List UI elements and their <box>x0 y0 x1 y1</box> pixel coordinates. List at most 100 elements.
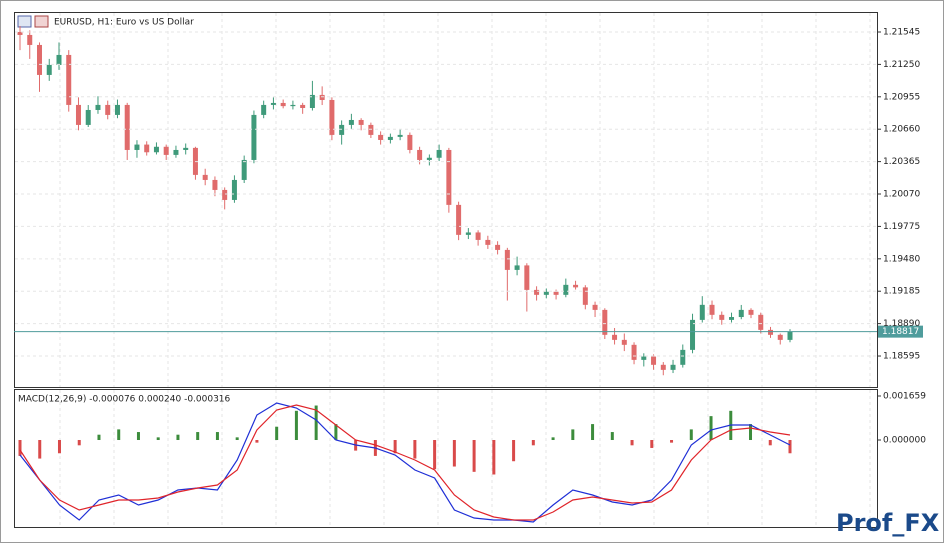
candle-body <box>251 114 257 160</box>
candle-body <box>241 159 247 180</box>
histogram-bar <box>610 432 614 441</box>
candle-body <box>202 174 208 180</box>
candle-body <box>75 104 81 125</box>
histogram-bar <box>255 440 259 443</box>
candle-body <box>456 204 462 235</box>
candle-body <box>212 179 218 190</box>
histogram-bar <box>97 434 101 441</box>
histogram-bar <box>294 410 298 441</box>
candle-body <box>553 291 559 295</box>
candle-body <box>163 146 169 155</box>
candle-body <box>709 304 715 315</box>
candle-body <box>504 249 510 270</box>
candle-body <box>524 265 530 290</box>
candle-body <box>280 102 286 107</box>
histogram-bar <box>768 440 772 446</box>
histogram-bar <box>117 429 121 441</box>
candle-body <box>436 149 442 158</box>
candle-body <box>777 334 783 340</box>
candle-body <box>768 329 774 335</box>
histogram-bar <box>571 429 575 441</box>
histogram-bar <box>38 440 42 459</box>
candle-body <box>387 136 393 140</box>
candle-body <box>397 134 403 137</box>
candle-body <box>134 144 140 150</box>
candle-body <box>621 339 627 345</box>
histogram-bar <box>492 440 496 475</box>
candle-body <box>309 94 315 109</box>
histogram-bar <box>413 440 417 459</box>
y-tick-label: 0.001659 <box>883 392 926 402</box>
y-tick-label: 1.19775 <box>883 222 920 232</box>
candle-body <box>592 304 598 310</box>
histogram-bar <box>689 429 693 441</box>
candle-body <box>46 64 52 75</box>
macd-title: MACD(12,26,9) -0.000076 0.000240 -0.0003… <box>18 395 231 405</box>
candle-body <box>222 189 228 200</box>
candle-body <box>670 364 676 370</box>
histogram-bar <box>452 440 456 467</box>
candle-body <box>319 94 325 100</box>
candle-body <box>475 232 481 240</box>
histogram-bar <box>650 440 654 448</box>
histogram-bar <box>630 440 634 446</box>
price-pane <box>14 12 878 388</box>
macd-pane <box>14 389 878 528</box>
histogram-bar <box>176 434 180 441</box>
price-label: 1.18817 <box>882 327 919 337</box>
signal-line <box>19 404 791 521</box>
candle-body <box>36 44 42 75</box>
candle-body <box>738 309 744 318</box>
candle-body <box>612 334 618 340</box>
histogram-bar <box>136 432 140 441</box>
candle-body <box>446 149 452 205</box>
candle-body <box>602 309 608 335</box>
histogram-bar <box>433 440 437 470</box>
candle-body <box>680 349 686 365</box>
histogram-bar <box>77 440 81 446</box>
y-tick-label: 1.19185 <box>883 287 920 297</box>
candle-body <box>66 54 72 105</box>
histogram-bar <box>531 440 535 446</box>
histogram-bar <box>215 432 219 441</box>
candle-body <box>543 291 549 295</box>
candle-body <box>514 265 520 270</box>
histogram-bar <box>235 437 239 441</box>
candle-body <box>173 149 179 155</box>
candle-body <box>339 124 345 135</box>
candle-body <box>719 314 725 320</box>
candle-body <box>426 157 432 160</box>
y-tick-label: 0.000000 <box>883 436 926 446</box>
candle-body <box>378 134 384 140</box>
watermark: Prof_FX <box>836 509 940 537</box>
y-tick-label: 1.19480 <box>883 254 920 264</box>
histogram-bar <box>334 424 338 441</box>
y-tick-label: 1.21545 <box>883 27 920 37</box>
candle-body <box>95 104 101 110</box>
candle-body <box>290 104 296 107</box>
candle-body <box>27 34 33 45</box>
candle-body <box>699 304 705 320</box>
histogram-bar <box>670 440 674 443</box>
candle-body <box>690 319 696 350</box>
candle-body <box>748 309 754 315</box>
histogram-bar <box>591 424 595 441</box>
candle-body <box>582 287 588 305</box>
y-tick-label: 1.20955 <box>883 92 920 102</box>
candle-body <box>465 232 471 235</box>
candle-body <box>153 146 159 153</box>
candle-body <box>631 344 637 360</box>
candle-body <box>563 284 569 295</box>
candle-body <box>417 149 423 160</box>
candle-body <box>17 31 23 35</box>
price-label-box <box>878 325 923 338</box>
histogram-bar <box>18 440 22 456</box>
candle-body <box>787 331 793 340</box>
candle-body <box>534 289 540 295</box>
histogram-bar <box>57 440 61 454</box>
histogram-bar <box>472 440 476 472</box>
candle-body <box>144 144 150 153</box>
candle-body <box>729 317 735 320</box>
